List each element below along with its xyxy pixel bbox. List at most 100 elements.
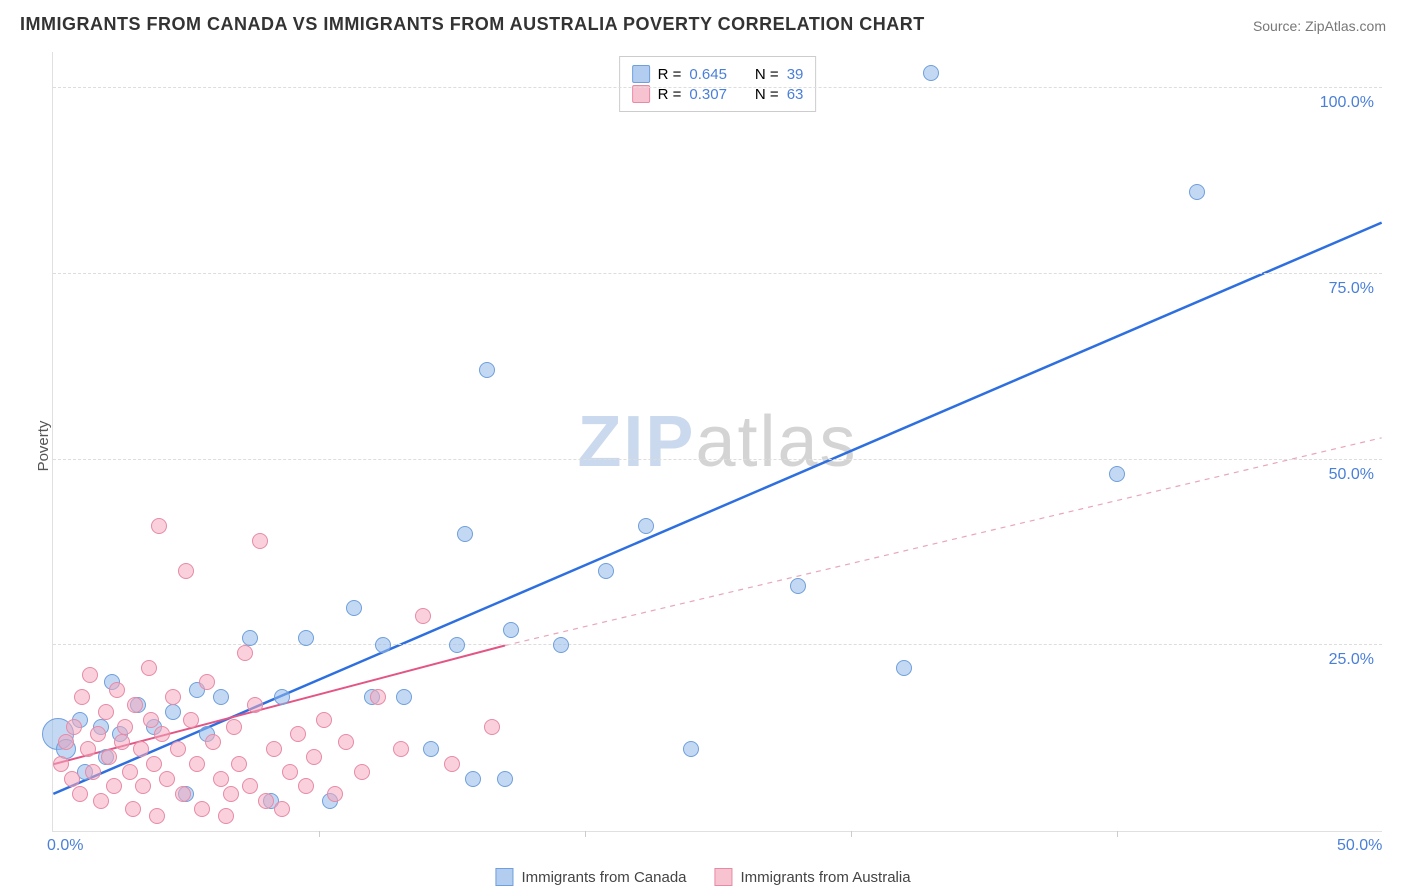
data-point <box>74 689 90 705</box>
data-point <box>484 719 500 735</box>
data-point <box>170 741 186 757</box>
data-point <box>258 793 274 809</box>
data-point <box>497 771 513 787</box>
data-point <box>683 741 699 757</box>
data-point <box>146 756 162 772</box>
data-point <box>316 712 332 728</box>
data-point <box>449 637 465 653</box>
data-point <box>213 689 229 705</box>
data-point <box>154 726 170 742</box>
data-point <box>72 786 88 802</box>
data-point <box>375 637 391 653</box>
gridline <box>53 273 1382 274</box>
data-point <box>223 786 239 802</box>
data-point <box>338 734 354 750</box>
chart-title: IMMIGRANTS FROM CANADA VS IMMIGRANTS FRO… <box>20 14 925 35</box>
data-point <box>370 689 386 705</box>
chart-source: Source: ZipAtlas.com <box>1253 18 1386 34</box>
plot-area: ZIPatlas R =0.645N =39R =0.307N =63 25.0… <box>52 52 1382 832</box>
data-point <box>465 771 481 787</box>
x-minor-tick <box>851 831 852 837</box>
data-point <box>135 778 151 794</box>
data-point <box>165 704 181 720</box>
watermark-atlas: atlas <box>695 402 857 482</box>
data-point <box>226 719 242 735</box>
data-point <box>247 697 263 713</box>
data-point <box>194 801 210 817</box>
legend-label: Immigrants from Canada <box>521 869 686 886</box>
data-point <box>151 518 167 534</box>
data-point <box>218 808 234 824</box>
x-minor-tick <box>585 831 586 837</box>
data-point <box>1109 466 1125 482</box>
data-point <box>242 778 258 794</box>
legend-r-value: 0.645 <box>689 66 727 83</box>
data-point <box>790 578 806 594</box>
data-point <box>66 719 82 735</box>
data-point <box>183 712 199 728</box>
data-point <box>290 726 306 742</box>
data-point <box>141 660 157 676</box>
data-point <box>503 622 519 638</box>
y-axis-label: Poverty <box>35 421 52 472</box>
x-minor-tick <box>319 831 320 837</box>
y-tick-label: 100.0% <box>1320 94 1374 112</box>
data-point <box>205 734 221 750</box>
data-point <box>106 778 122 794</box>
data-point <box>298 778 314 794</box>
data-point <box>266 741 282 757</box>
legend-swatch <box>632 65 650 83</box>
data-point <box>327 786 343 802</box>
data-point <box>252 533 268 549</box>
data-point <box>393 741 409 757</box>
data-point <box>354 764 370 780</box>
gridline <box>53 87 1382 88</box>
data-point <box>189 756 205 772</box>
y-tick-label: 25.0% <box>1329 651 1374 669</box>
data-point <box>598 563 614 579</box>
gridline <box>53 459 1382 460</box>
chart-container: IMMIGRANTS FROM CANADA VS IMMIGRANTS FRO… <box>0 0 1406 892</box>
data-point <box>143 712 159 728</box>
data-point <box>553 637 569 653</box>
data-point <box>457 526 473 542</box>
legend-r-label: R = <box>658 66 682 83</box>
data-point <box>638 518 654 534</box>
data-point <box>117 719 133 735</box>
series-legend: Immigrants from Canada Immigrants from Au… <box>495 868 910 886</box>
data-point <box>64 771 80 787</box>
data-point <box>58 734 74 750</box>
source-name: ZipAtlas.com <box>1305 18 1386 34</box>
data-point <box>274 689 290 705</box>
data-point <box>133 741 149 757</box>
data-point <box>479 362 495 378</box>
legend-n-value: 39 <box>787 66 804 83</box>
legend-swatch <box>495 868 513 886</box>
trend-line <box>505 438 1382 646</box>
legend-n-label: N = <box>755 66 779 83</box>
watermark: ZIPatlas <box>577 401 857 483</box>
data-point <box>90 726 106 742</box>
x-minor-tick <box>1117 831 1118 837</box>
data-point <box>213 771 229 787</box>
data-point <box>274 801 290 817</box>
legend-label: Immigrants from Australia <box>741 869 911 886</box>
data-point <box>896 660 912 676</box>
data-point <box>306 749 322 765</box>
data-point <box>80 741 96 757</box>
data-point <box>923 65 939 81</box>
data-point <box>109 682 125 698</box>
data-point <box>125 801 141 817</box>
data-point <box>242 630 258 646</box>
x-tick-label: 50.0% <box>1337 837 1382 855</box>
legend-item: Immigrants from Australia <box>715 868 911 886</box>
data-point <box>282 764 298 780</box>
y-tick-label: 50.0% <box>1329 466 1374 484</box>
data-point <box>444 756 460 772</box>
watermark-zip: ZIP <box>577 402 695 482</box>
data-point <box>82 667 98 683</box>
data-point <box>165 689 181 705</box>
data-point <box>122 764 138 780</box>
data-point <box>127 697 143 713</box>
data-point <box>298 630 314 646</box>
